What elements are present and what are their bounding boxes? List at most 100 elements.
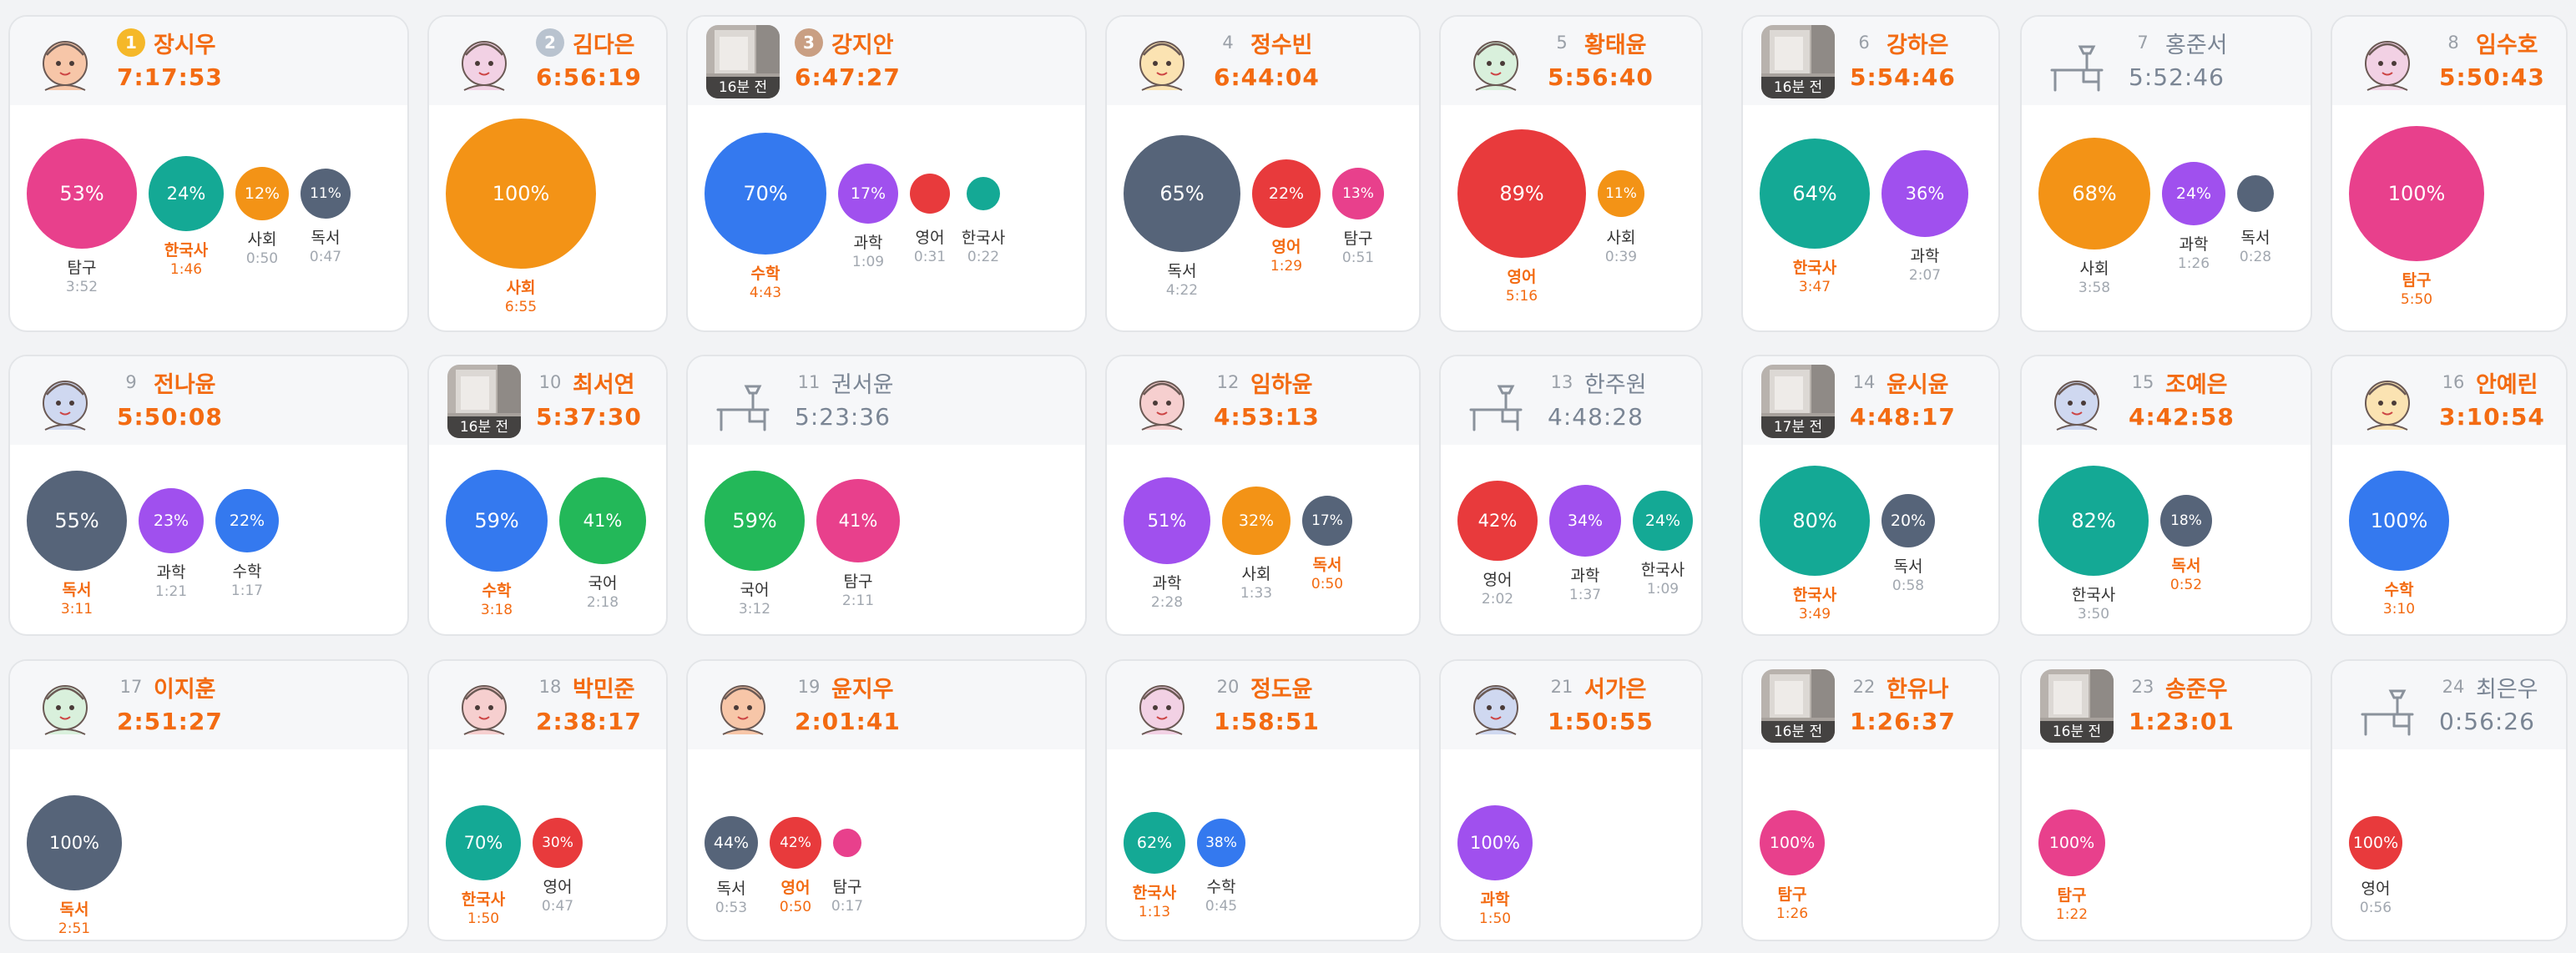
subject-bubble[interactable]: 100% (1760, 810, 1825, 875)
avatar[interactable] (1125, 669, 1199, 743)
subject-bubble[interactable]: 51% (1124, 477, 1210, 564)
subject-bubble[interactable]: 34% (1549, 485, 1621, 557)
subject-bubble[interactable]: 11% (301, 169, 351, 219)
subject-bubble[interactable]: 22% (1252, 159, 1321, 228)
avatar[interactable]: 16분 전 (447, 365, 521, 438)
user-card[interactable]: 20 정도윤 1:58:51 62% 한국사 1:13 38% 수학 0:45 (1105, 659, 1421, 941)
user-name[interactable]: 정수빈 (1250, 33, 1313, 58)
user-card[interactable]: 13 한주원 4:48:28 42% 영어 2:02 34% 과학 1:37 24% 한국사 1:09 (1439, 355, 1703, 636)
user-name[interactable]: 정도윤 (1250, 677, 1313, 703)
subject-bubble[interactable]: 12% (235, 167, 289, 220)
subject-bubble[interactable]: 62% (1124, 812, 1185, 874)
user-card[interactable]: 18 박민준 2:38:17 70% 한국사 1:50 30% 영어 0:47 (427, 659, 668, 941)
user-card[interactable]: 16 안예린 3:10:54 100% 수학 3:10 (2331, 355, 2568, 636)
user-card[interactable]: 16분 전 23 송준우 1:23:01 100% 탐구 1:22 (2020, 659, 2312, 941)
avatar[interactable] (1125, 25, 1199, 98)
subject-bubble[interactable]: 17% (838, 164, 898, 224)
user-card[interactable]: 5 황태윤 5:56:40 89% 영어 5:16 11% 사회 0:39 (1439, 15, 1703, 332)
subject-bubble[interactable] (2237, 175, 2274, 212)
user-card[interactable]: 16분 전 3 강지안 6:47:27 70% 수학 4:43 17% 과학 1:09 영어 0:31… (686, 15, 1087, 332)
subject-bubble[interactable]: 89% (1457, 129, 1586, 258)
avatar[interactable]: 16분 전 (1761, 25, 1835, 98)
avatar[interactable]: 17분 전 (1761, 365, 1835, 438)
avatar[interactable]: 16분 전 (706, 25, 780, 98)
subject-bubble[interactable]: 53% (27, 139, 137, 249)
user-name[interactable]: 최은우 (2476, 677, 2538, 703)
user-card[interactable]: 12 임하윤 4:53:13 51% 과학 2:28 32% 사회 1:33 17% 독서 0:50 (1105, 355, 1421, 636)
avatar[interactable] (28, 365, 102, 438)
subject-bubble[interactable]: 100% (2349, 126, 2484, 261)
subject-bubble[interactable] (910, 174, 950, 214)
avatar[interactable] (1125, 365, 1199, 438)
subject-bubble[interactable]: 24% (2162, 162, 2225, 225)
subject-bubble[interactable]: 82% (2038, 466, 2149, 576)
user-name[interactable]: 한주원 (1584, 372, 1647, 398)
user-name[interactable]: 권서윤 (831, 372, 894, 398)
user-card[interactable]: 16분 전 22 한유나 1:26:37 100% 탐구 1:26 (1741, 659, 2000, 941)
subject-bubble[interactable]: 70% (705, 133, 826, 255)
avatar[interactable] (2351, 25, 2424, 98)
subject-bubble[interactable]: 24% (1633, 491, 1693, 551)
subject-bubble[interactable]: 36% (1881, 150, 1968, 237)
user-card[interactable]: 4 정수빈 6:44:04 65% 독서 4:22 22% 영어 1:29 13% 탐구 0:51 (1105, 15, 1421, 332)
subject-bubble[interactable]: 13% (1332, 168, 1384, 219)
subject-bubble[interactable]: 100% (446, 118, 596, 269)
user-name[interactable]: 임수호 (2476, 33, 2538, 58)
user-card[interactable]: 15 조예은 4:42:58 82% 한국사 3:50 18% 독서 0:52 (2020, 355, 2312, 636)
subject-bubble[interactable]: 65% (1124, 135, 1240, 252)
user-name[interactable]: 송준우 (2165, 677, 2228, 703)
subject-bubble[interactable]: 17% (1302, 496, 1352, 546)
subject-bubble[interactable]: 100% (2038, 809, 2105, 876)
subject-bubble[interactable]: 42% (770, 817, 821, 869)
avatar[interactable] (706, 669, 780, 743)
avatar[interactable] (28, 25, 102, 98)
user-name[interactable]: 한유나 (1887, 677, 1949, 703)
user-name[interactable]: 황태윤 (1584, 33, 1647, 58)
user-card[interactable]: 17 이지훈 2:51:27 100% 독서 2:51 (8, 659, 409, 941)
empty-desk-icon[interactable] (2351, 669, 2424, 743)
user-card[interactable]: 9 전나윤 5:50:08 55% 독서 3:11 23% 과학 1:21 22% 수학 1:17 (8, 355, 409, 636)
subject-bubble[interactable]: 44% (705, 816, 758, 870)
empty-desk-icon[interactable] (1459, 365, 1533, 438)
user-card[interactable]: 8 임수호 5:50:43 100% 탐구 5:50 (2331, 15, 2568, 332)
subject-bubble[interactable]: 100% (1457, 805, 1533, 880)
subject-bubble[interactable]: 23% (139, 488, 204, 553)
subject-bubble[interactable]: 42% (1457, 481, 1538, 561)
avatar[interactable]: 16분 전 (1761, 669, 1835, 743)
user-card[interactable]: 16분 전 6 강하은 5:54:46 64% 한국사 3:47 36% 과학 2:07 (1741, 15, 2000, 332)
subject-bubble[interactable]: 30% (533, 818, 583, 868)
user-card[interactable]: 11 권서윤 5:23:36 59% 국어 3:12 41% 탐구 2:11 (686, 355, 1087, 636)
user-name[interactable]: 강하은 (1887, 33, 1949, 58)
empty-desk-icon[interactable] (2040, 25, 2114, 98)
subject-bubble[interactable]: 18% (2160, 495, 2212, 547)
subject-bubble[interactable]: 41% (816, 479, 900, 562)
empty-desk-icon[interactable] (706, 365, 780, 438)
user-name[interactable]: 조예은 (2165, 372, 2228, 398)
subject-bubble[interactable]: 59% (446, 470, 548, 572)
user-card[interactable]: 2 김다은 6:56:19 100% 사회 6:55 (427, 15, 668, 332)
user-card[interactable]: 1 장시우 7:17:53 53% 탐구 3:52 24% 한국사 1:46 12% 사회 0:50 1… (8, 15, 409, 332)
avatar[interactable] (1459, 25, 1533, 98)
user-name[interactable]: 서가은 (1584, 677, 1647, 703)
user-name[interactable]: 윤지우 (831, 677, 894, 703)
subject-bubble[interactable]: 59% (705, 471, 805, 571)
subject-bubble[interactable]: 80% (1760, 466, 1870, 576)
avatar[interactable] (447, 669, 521, 743)
subject-bubble[interactable]: 64% (1760, 139, 1870, 249)
user-name[interactable]: 강지안 (831, 33, 894, 58)
subject-bubble[interactable]: 38% (1197, 819, 1245, 867)
user-name[interactable]: 이지훈 (154, 677, 216, 703)
user-name[interactable]: 박민준 (573, 677, 635, 703)
subject-bubble[interactable]: 11% (1598, 170, 1644, 217)
subject-bubble[interactable]: 22% (215, 489, 279, 552)
avatar[interactable] (1459, 669, 1533, 743)
user-name[interactable]: 임하윤 (1250, 372, 1313, 398)
subject-bubble[interactable]: 55% (27, 471, 127, 571)
subject-bubble[interactable]: 24% (149, 156, 224, 231)
subject-bubble[interactable]: 100% (2349, 816, 2402, 870)
avatar[interactable] (28, 669, 102, 743)
user-card[interactable]: 17분 전 14 윤시윤 4:48:17 80% 한국사 3:49 20% 독서 0:58 (1741, 355, 2000, 636)
user-card[interactable]: 24 최은우 0:56:26 100% 영어 0:56 (2331, 659, 2568, 941)
subject-bubble[interactable]: 20% (1881, 494, 1935, 547)
subject-bubble[interactable]: 41% (559, 477, 646, 564)
